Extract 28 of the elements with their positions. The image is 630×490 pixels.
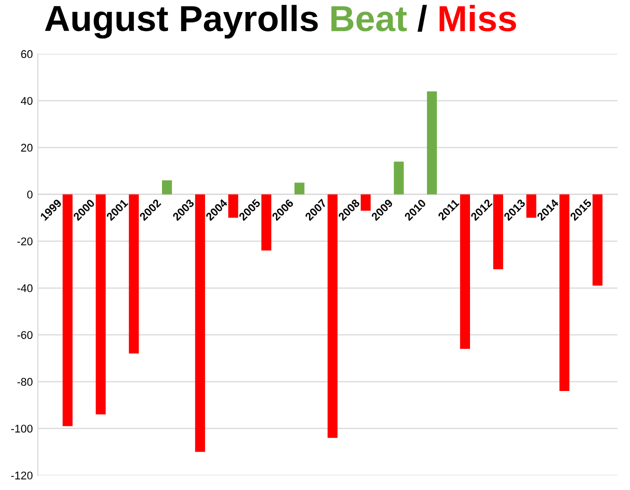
bar	[328, 194, 338, 438]
bar	[195, 194, 206, 452]
bar	[460, 194, 470, 349]
y-tick-label: -120	[11, 472, 33, 480]
bar	[526, 194, 536, 218]
bar	[592, 194, 602, 286]
bar	[360, 194, 371, 211]
y-tick-label: -40	[17, 284, 33, 292]
bar	[128, 194, 139, 354]
y-tick-label: -60	[17, 331, 33, 339]
y-tick-label: 20	[21, 144, 33, 152]
bar	[294, 182, 304, 194]
bar	[162, 180, 172, 194]
y-tick-label: 60	[21, 50, 33, 58]
bar	[96, 194, 106, 414]
y-tick-label: -80	[17, 378, 33, 386]
bar	[228, 194, 238, 218]
y-tick-label: -20	[17, 237, 33, 246]
y-tick-label: 40	[20, 96, 33, 105]
bar	[493, 194, 504, 270]
bar	[426, 91, 437, 194]
bar	[261, 194, 272, 251]
bar	[394, 162, 404, 194]
chart-title: August Payrolls Beat / Miss	[44, 4, 516, 39]
y-tick-label: -100	[11, 424, 33, 433]
y-tick-label: 0	[27, 190, 33, 198]
bar	[62, 194, 73, 426]
bar	[559, 194, 570, 392]
